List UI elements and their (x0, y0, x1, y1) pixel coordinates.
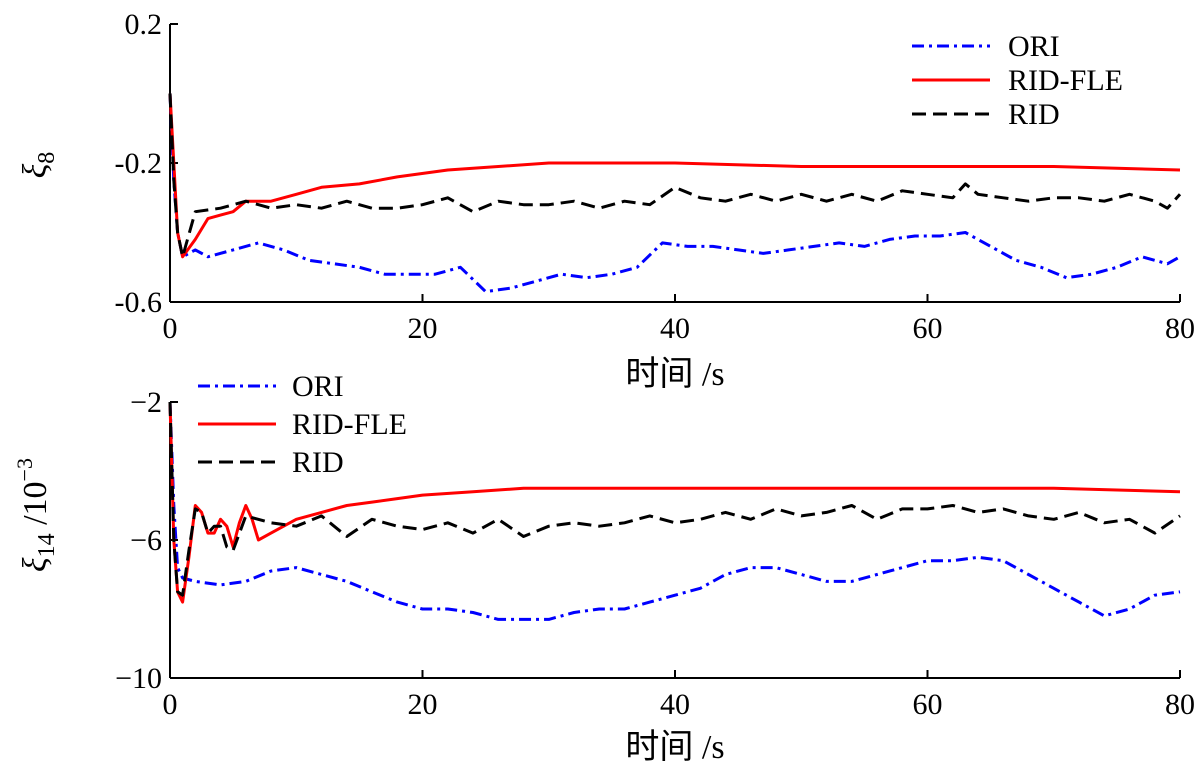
x-tick-label: 40 (660, 688, 690, 721)
x-tick-label: 80 (1165, 688, 1195, 721)
y-tick-label: −2 (130, 386, 162, 419)
x-tick-label: 40 (660, 312, 690, 345)
y-axis-label-unit: /10 (17, 481, 54, 533)
chart-speed-xi14: 0 20 40 60 80 −2 −6 −10 时间 /s ξ14 /10−3 ORI RID-FLE… (12, 370, 1195, 766)
x-tick-label: 80 (1165, 312, 1195, 345)
x-tick-label: 0 (163, 312, 178, 345)
y-axis-label-subscript: 14 (34, 533, 60, 557)
series-line-ori (168, 401, 1181, 621)
y-tick-label: -0.2 (115, 147, 163, 180)
series-line-rid-fle (168, 401, 1181, 604)
series-line-rid (168, 401, 1181, 597)
x-axis-label: 时间 /s (625, 729, 724, 766)
legend-label-rid: RID (1008, 98, 1060, 131)
y-tick-label: -0.6 (115, 286, 163, 319)
series-line-rid-fle (168, 93, 1181, 259)
x-tick-label: 60 (913, 312, 943, 345)
y-axis-label: ξ8 (17, 152, 60, 179)
y-axis-label-subscript: 8 (34, 152, 60, 164)
series-line-ori (168, 93, 1181, 294)
x-tick-label: 0 (163, 688, 178, 721)
x-tick-label: 20 (408, 312, 438, 345)
y-axis-label: ξ14 /10−3 (12, 458, 60, 572)
legend-label-rid-fle: RID-FLE (1008, 64, 1123, 97)
legend-label-ori: ORI (1008, 30, 1060, 63)
legend-label-ori: ORI (292, 370, 344, 403)
y-tick-label: −6 (130, 524, 162, 557)
y-axis-label-exponent: −3 (12, 458, 37, 481)
series-line-rid (168, 93, 1182, 259)
y-tick-label: −10 (115, 662, 162, 695)
y-axis-label-symbol: ξ (17, 557, 54, 572)
legend-label-rid-fle: RID-FLE (292, 408, 407, 441)
y-axis-label-symbol: ξ (17, 163, 54, 178)
x-axis-label: 时间 /s (625, 356, 724, 393)
y-tick-label: 0.2 (125, 8, 163, 41)
x-tick-label: 20 (408, 688, 438, 721)
legend-label-rid: RID (292, 446, 344, 479)
x-tick-label: 60 (913, 688, 943, 721)
